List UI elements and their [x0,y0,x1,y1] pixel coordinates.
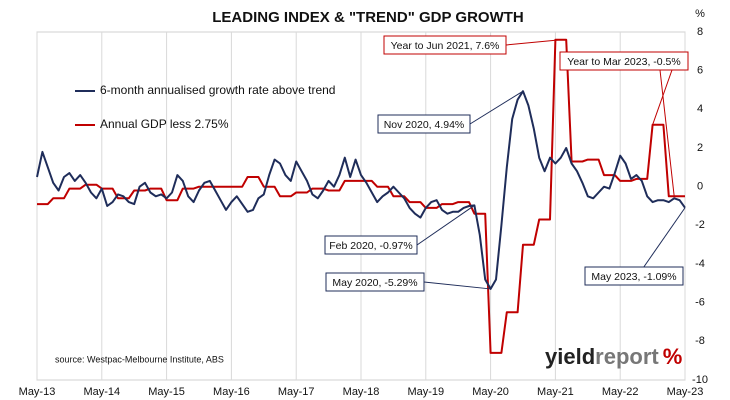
annotation-box [559,51,689,71]
annotation-leader [505,39,561,46]
y-tick-label: 4 [697,103,703,115]
annotation-leader [659,69,675,197]
legend-label: Annual GDP less 2.75% [100,117,229,131]
y-tick-label: 6 [697,65,703,77]
annotation-box [584,266,684,286]
x-tick-label: May-23 [667,386,704,398]
annotation-leader [469,90,524,125]
logo-part: report [595,344,659,369]
x-tick-label: May-17 [278,386,315,398]
annotation-text: Feb 2020, -0.97% [329,240,412,252]
y-tick-label: -8 [695,335,705,347]
annotation-box [324,235,418,255]
x-tick-label: May-22 [602,386,639,398]
y-tick-label: -2 [695,219,705,231]
x-tick-label: May-16 [213,386,250,398]
logo-part: yield [545,344,595,369]
series-line [37,38,685,354]
y-tick-label: 2 [697,142,703,154]
series-line [36,90,686,290]
y-tick-label: 8 [697,26,703,38]
y-axis-label: % [695,8,705,20]
annotation-text: Year to Mar 2023, -0.5% [567,56,680,68]
x-tick-label: May-18 [343,386,380,398]
annotation-leader [652,69,673,125]
annotation-text: Year to Jun 2021, 7.6% [391,40,500,52]
logo-mark: % [663,344,683,369]
x-tick-label: May-19 [407,386,444,398]
legend-label: 6-month annualised growth rate above tre… [100,83,335,97]
y-tick-label: -6 [695,297,705,309]
annotation-text: Nov 2020, 4.94% [384,119,465,131]
chart-title: LEADING INDEX & "TREND" GDP GROWTH [212,9,523,26]
annotation-leader [416,205,475,246]
annotation-box [377,114,471,134]
y-tick-label: -10 [692,374,708,386]
x-tick-label: May-20 [472,386,509,398]
annotation-box [383,35,507,55]
source-note: source: Westpac-Melbourne Institute, ABS [55,354,224,364]
x-tick-label: May-14 [83,386,120,398]
annotation-leader [423,281,491,290]
annotation-box [325,272,425,292]
y-tick-label: 0 [697,181,703,193]
annotation-leader [643,207,686,268]
x-tick-label: May-13 [19,386,56,398]
annotation-text: May 2023, -1.09% [591,271,676,283]
x-tick-label: May-15 [148,386,185,398]
logo: yieldreport% [545,344,682,369]
annotation-text: May 2020, -5.29% [332,277,417,289]
y-tick-label: -4 [695,258,705,270]
x-tick-label: May-21 [537,386,574,398]
